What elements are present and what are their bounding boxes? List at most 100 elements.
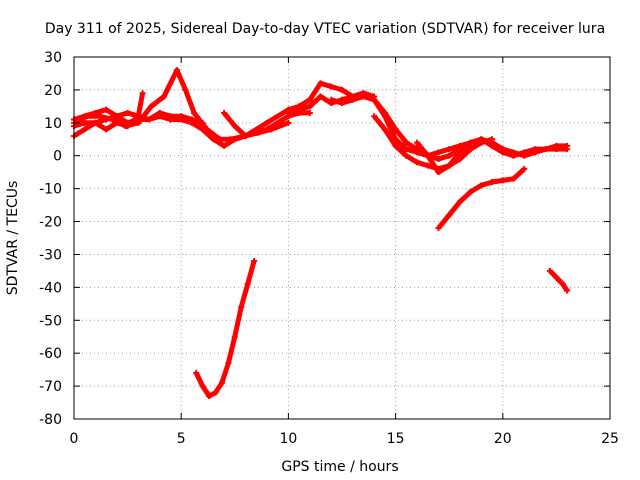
- data-point: [478, 139, 485, 146]
- series-line-track-3: [72, 92, 146, 139]
- data-point: [456, 149, 463, 156]
- data-point: [531, 146, 538, 153]
- data-point: [263, 119, 270, 126]
- data-point: [414, 146, 421, 153]
- data-point: [360, 93, 367, 100]
- data-point: [510, 175, 517, 182]
- x-tick-label: 20: [494, 431, 512, 447]
- data-point: [139, 90, 146, 97]
- data-point: [564, 142, 571, 149]
- x-tick-label: 5: [177, 431, 186, 447]
- data-point: [238, 304, 245, 311]
- x-tick-label: 0: [70, 431, 79, 447]
- data-point: [446, 162, 453, 169]
- y-tick-label: -10: [39, 182, 62, 198]
- data-point: [381, 126, 388, 133]
- data-point: [81, 119, 88, 126]
- data-point: [231, 333, 238, 340]
- data-point: [371, 96, 378, 103]
- data-point: [251, 258, 258, 265]
- data-point: [489, 142, 496, 149]
- data-point: [122, 123, 129, 130]
- y-tick-label: -40: [39, 280, 62, 296]
- data-point: [113, 113, 120, 120]
- x-tick-label: 25: [601, 431, 619, 447]
- data-point: [156, 109, 163, 116]
- data-point: [435, 169, 442, 176]
- data-point: [381, 109, 388, 116]
- data-point: [339, 100, 345, 107]
- y-tick-label: 0: [53, 149, 62, 165]
- x-axis-label: GPS time / hours: [281, 459, 398, 475]
- data-point: [424, 152, 431, 159]
- data-point: [146, 116, 153, 123]
- data-point: [403, 146, 410, 153]
- data-point: [81, 126, 88, 133]
- data-point: [92, 119, 99, 126]
- series-line-track-12: [548, 269, 570, 293]
- data-point: [173, 67, 180, 74]
- data-point: [268, 126, 275, 133]
- data-point: [317, 80, 324, 87]
- y-tick-label: -80: [39, 412, 62, 428]
- data-point: [392, 142, 399, 149]
- data-point: [446, 211, 453, 218]
- data-point: [499, 177, 506, 184]
- data-point: [521, 149, 528, 156]
- chart-title: Day 311 of 2025, Sidereal Day-to-day VTE…: [45, 21, 605, 37]
- data-point: [435, 149, 442, 156]
- data-point: [553, 142, 560, 149]
- series-line-track-11: [193, 260, 257, 399]
- data-point: [328, 96, 335, 103]
- data-point: [478, 182, 485, 189]
- data-point: [221, 109, 228, 116]
- data-point: [167, 113, 174, 120]
- data-point: [403, 139, 410, 146]
- data-point: [424, 162, 431, 169]
- tick-labels: 0 5 10 15 20 25 -80 -70 -60 -50 -40 -30 -20 -10 0 10 20 3…: [39, 50, 619, 447]
- y-tick-label: -50: [39, 313, 62, 329]
- data-point: [212, 389, 219, 396]
- data-point: [456, 198, 463, 205]
- data-point: [489, 136, 496, 143]
- data-point: [182, 86, 189, 93]
- data-point: [225, 360, 232, 367]
- data-point: [227, 136, 234, 143]
- data-point: [328, 83, 335, 90]
- data-point: [103, 106, 110, 113]
- y-tick-label: -20: [39, 215, 62, 231]
- data-point: [242, 132, 249, 139]
- data-point: [559, 281, 566, 288]
- data-point: [521, 165, 528, 172]
- data-point: [403, 152, 410, 159]
- data-point: [467, 188, 474, 195]
- x-tick-label: 10: [279, 431, 297, 447]
- data-point: [161, 93, 168, 100]
- data-point: [542, 146, 549, 153]
- data-point: [489, 179, 496, 186]
- grid: [74, 57, 610, 419]
- data-point: [199, 383, 206, 390]
- data-point: [221, 142, 228, 149]
- data-point: [218, 379, 225, 386]
- data-point: [317, 93, 324, 100]
- data-point: [231, 123, 238, 130]
- data-point: [553, 274, 560, 281]
- data-point: [446, 146, 453, 153]
- data-point: [371, 113, 378, 120]
- data-point: [124, 109, 131, 116]
- data-point: [244, 281, 251, 288]
- data-point: [285, 109, 292, 116]
- data-point: [191, 109, 198, 116]
- y-tick-label: -30: [39, 247, 62, 263]
- data-point: [392, 126, 399, 133]
- data-point: [339, 86, 345, 93]
- data-point: [456, 156, 463, 163]
- data-point: [306, 103, 313, 110]
- data-point: [148, 103, 155, 110]
- data-point: [203, 126, 210, 133]
- data-point: [135, 119, 142, 126]
- y-tick-label: 10: [44, 116, 62, 132]
- data-point: [103, 126, 110, 133]
- y-tick-label: 20: [44, 83, 62, 99]
